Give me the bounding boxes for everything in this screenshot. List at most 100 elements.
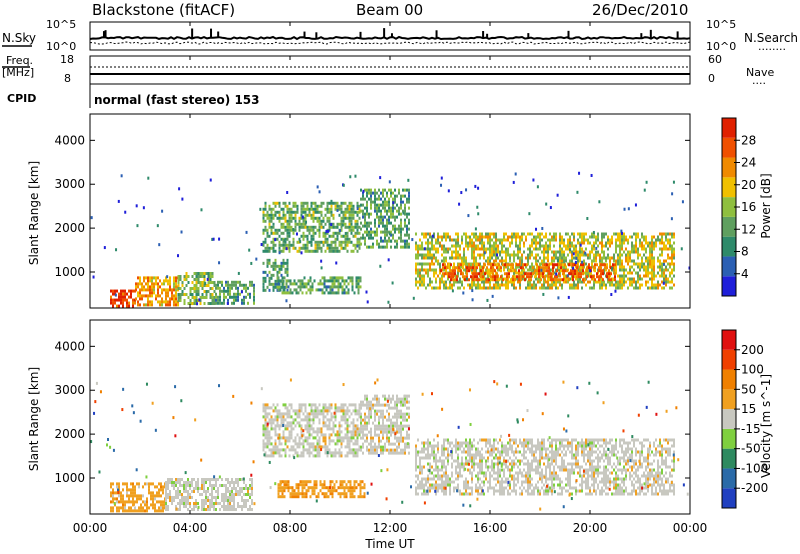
power-ylabel: Slant Range [km] <box>27 161 41 265</box>
data-cell <box>503 232 505 236</box>
data-cell <box>619 232 621 236</box>
data-cell <box>374 230 376 234</box>
data-cell <box>602 263 604 267</box>
data-cell <box>167 493 169 497</box>
noise-cell <box>90 216 93 220</box>
data-cell <box>461 280 463 284</box>
data-cell <box>124 503 126 507</box>
data-cell <box>278 442 281 446</box>
data-cell <box>589 235 591 239</box>
data-cell <box>372 421 374 425</box>
data-cell <box>227 508 229 512</box>
data-cell <box>400 224 402 228</box>
data-cell <box>591 262 593 266</box>
data-cell <box>243 502 245 506</box>
data-cell <box>599 256 601 260</box>
data-cell <box>223 484 225 488</box>
data-cell <box>300 216 303 220</box>
data-cell <box>629 253 631 257</box>
data-cell <box>203 275 206 279</box>
data-cell <box>169 496 171 500</box>
data-cell <box>552 269 554 273</box>
data-cell <box>595 241 597 245</box>
data-cell <box>181 290 184 294</box>
data-cell <box>167 496 169 500</box>
data-cell <box>296 222 299 226</box>
data-cell <box>268 225 271 229</box>
data-cell <box>308 436 311 440</box>
data-cell <box>536 269 538 273</box>
data-cell <box>366 406 368 410</box>
data-cell <box>237 490 239 494</box>
data-cell <box>505 232 507 236</box>
data-cell <box>376 203 378 207</box>
data-cell <box>116 304 118 308</box>
nsky-label: N.Sky <box>2 31 36 45</box>
data-cell <box>305 495 308 499</box>
data-cell <box>457 256 459 260</box>
data-cell <box>627 253 629 257</box>
data-cell <box>302 201 305 205</box>
data-cell <box>494 263 496 267</box>
data-cell <box>344 213 347 217</box>
data-cell <box>233 505 235 509</box>
data-cell <box>433 253 435 257</box>
data-cell <box>382 424 384 428</box>
data-cell <box>661 268 663 272</box>
data-cell <box>304 403 307 407</box>
data-cell <box>122 509 124 513</box>
data-cell <box>509 253 511 257</box>
data-cell <box>334 448 337 452</box>
data-cell <box>388 200 390 204</box>
data-cell <box>322 433 325 437</box>
data-cell <box>140 509 142 513</box>
data-cell <box>382 415 384 419</box>
data-cell <box>336 442 339 446</box>
data-cell <box>382 421 384 425</box>
data-cell <box>467 247 469 251</box>
data-cell <box>237 478 239 482</box>
data-cell <box>433 232 435 236</box>
data-cell <box>581 250 583 254</box>
noise-cell <box>283 239 286 243</box>
data-cell <box>614 278 616 282</box>
data-cell <box>330 240 333 244</box>
data-cell <box>366 448 368 452</box>
data-cell <box>162 500 164 504</box>
data-cell <box>456 275 458 279</box>
data-cell <box>175 484 177 488</box>
data-cell <box>614 263 616 267</box>
data-cell <box>504 263 506 267</box>
noise-cell <box>556 193 559 197</box>
data-cell <box>394 415 396 419</box>
data-cell <box>382 194 384 198</box>
data-cell <box>494 278 496 282</box>
data-cell <box>282 258 285 262</box>
data-cell <box>558 278 560 282</box>
data-cell <box>141 294 143 298</box>
data-cell <box>608 269 610 273</box>
data-cell <box>480 278 482 282</box>
noise-cell <box>335 261 338 265</box>
data-cell <box>386 430 388 434</box>
data-cell <box>394 424 396 428</box>
data-cell <box>285 285 288 289</box>
data-cell <box>378 427 380 431</box>
data-cell <box>149 294 151 298</box>
data-cell <box>495 244 497 248</box>
data-cell <box>561 283 563 287</box>
data-cell <box>629 283 631 287</box>
data-cell <box>619 280 621 284</box>
data-cell <box>310 207 313 211</box>
data-cell <box>287 285 290 289</box>
data-cell <box>349 495 352 499</box>
data-cell <box>487 247 489 251</box>
data-cell <box>627 286 629 290</box>
data-cell <box>376 451 378 455</box>
data-cell <box>376 212 378 216</box>
data-cell <box>499 238 501 242</box>
data-cell <box>382 427 384 431</box>
data-cell <box>233 301 235 305</box>
data-cell <box>345 285 348 289</box>
data-cell <box>382 230 384 234</box>
